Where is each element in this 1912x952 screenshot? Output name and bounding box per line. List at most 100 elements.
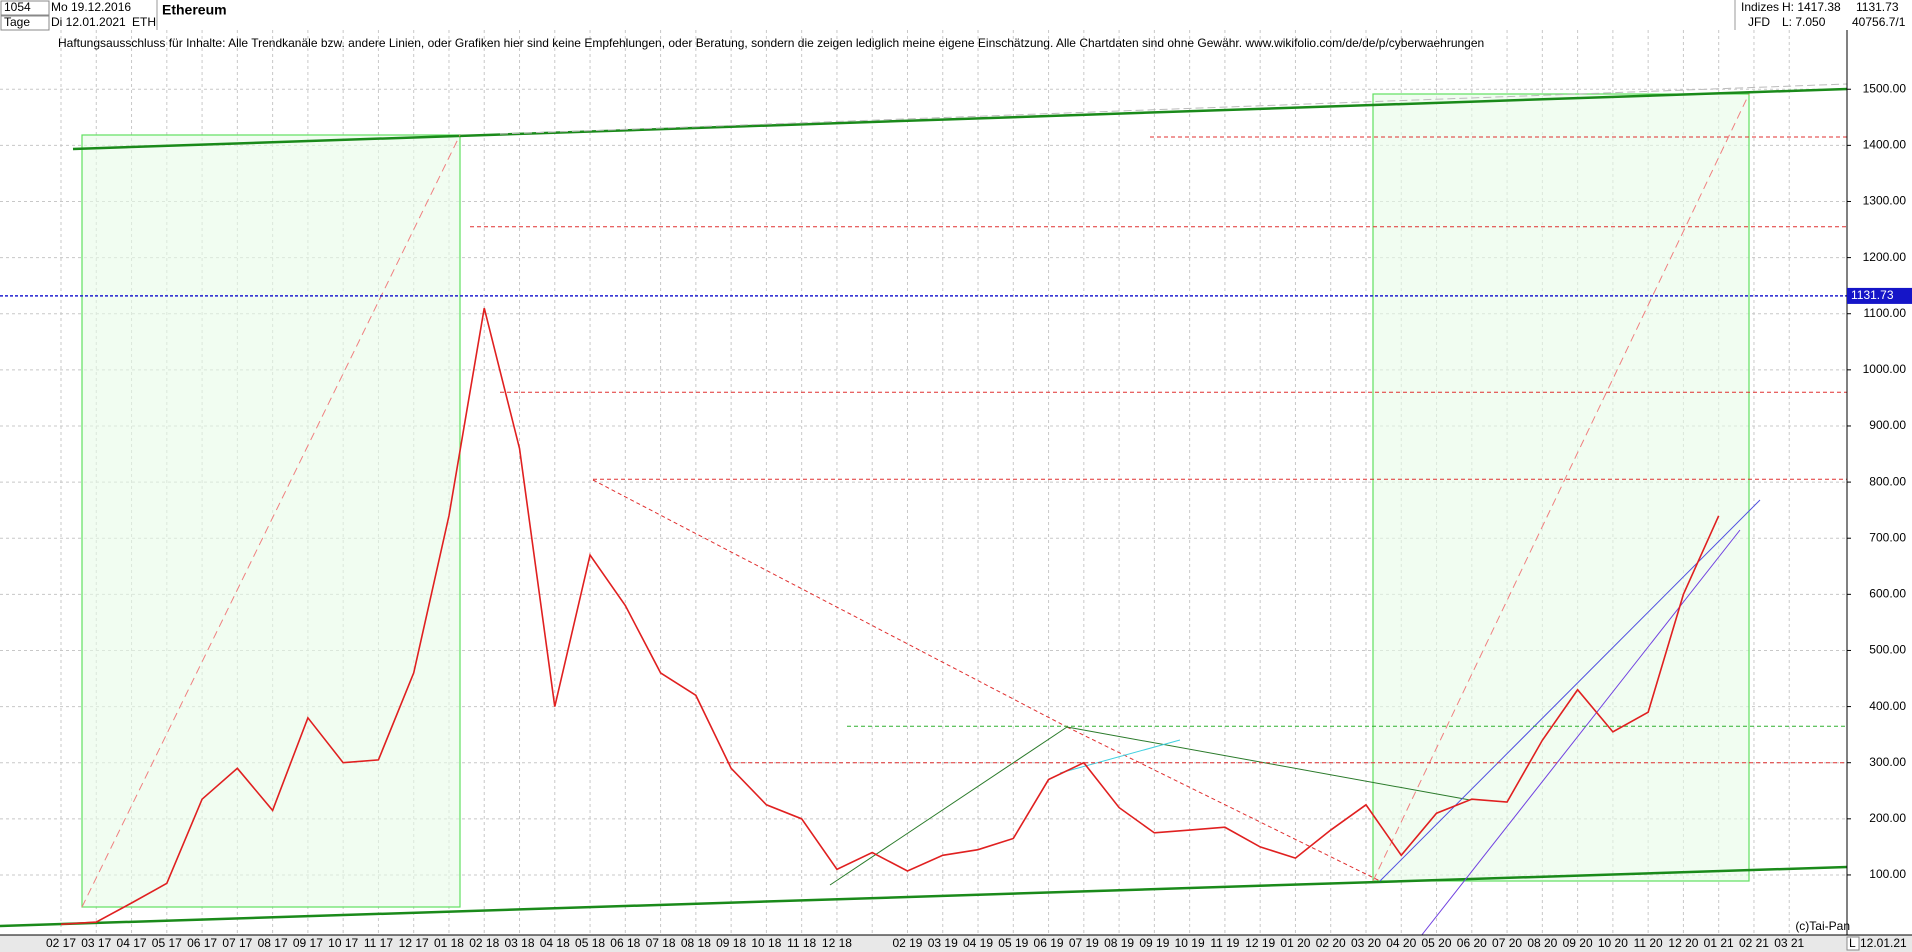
volume: 40756.7/1: [1852, 15, 1906, 29]
x-tick-label: 07 19: [1069, 936, 1099, 950]
x-tick-label: 07 18: [646, 936, 676, 950]
y-tick-label: 900.00: [1869, 418, 1906, 432]
x-tick-label: 10 18: [751, 936, 781, 950]
x-tick-label: 05 20: [1422, 936, 1452, 950]
scale: L: [1849, 936, 1856, 950]
x-tick-label: 01 20: [1280, 936, 1310, 950]
end-date: Di 12.01.2021: [51, 15, 126, 29]
y-tick-label: 1200.00: [1863, 250, 1907, 264]
copyright: (c)Tai-Pan: [1795, 919, 1850, 933]
x-tick-label: 01 18: [434, 936, 464, 950]
y-tick-label: 1100.00: [1864, 306, 1907, 320]
trend-line: [1372, 93, 1750, 882]
x-tick-label: 12 20: [1668, 936, 1698, 950]
y-tick-label: 300.00: [1869, 755, 1906, 769]
x-tick-label: 09 20: [1563, 936, 1593, 950]
x-tick-label: 02 20: [1316, 936, 1346, 950]
x-tick-label: 04 18: [540, 936, 570, 950]
end-date-label: 12.01.21: [1860, 936, 1907, 950]
x-tick-label: 03 18: [504, 936, 534, 950]
dropdown[interactable]: [0, 0, 50, 16]
x-tick-label: 05 19: [998, 936, 1028, 950]
x-tick-label: 11 17: [364, 936, 393, 950]
x-tick-label: 03 19: [928, 936, 958, 950]
x-tick-label: 09 18: [716, 936, 746, 950]
x-tick-label: 08 20: [1527, 936, 1557, 950]
low: L: 7.050: [1782, 15, 1826, 29]
x-tick-label: 02 21: [1739, 936, 1769, 950]
x-tick-label: 10 17: [328, 936, 358, 950]
x-tick-label: 11 18: [787, 936, 816, 950]
trend-line: [1059, 739, 1181, 774]
plot: [0, 136, 1847, 926]
symbol: ETH: [132, 15, 156, 29]
y-tick-label: 1000.00: [1863, 362, 1907, 376]
chart-id: 1054: [4, 0, 31, 14]
x-tick-label: 02 17: [46, 936, 76, 950]
x-tick-label: 01 21: [1704, 936, 1734, 950]
x-tick-label: 07 17: [222, 936, 252, 950]
channel-line: [72, 87, 1848, 151]
y-tick-label: 1300.00: [1863, 194, 1907, 208]
x-tick-label: 03 17: [81, 936, 111, 950]
market: Indizes: [1741, 0, 1779, 14]
x-tick-label: 05 18: [575, 936, 605, 950]
x-tick-label: 06 20: [1457, 936, 1487, 950]
last-price-box: [1847, 287, 1912, 304]
channel-line: [0, 865, 1848, 928]
x-tick-label: 08 19: [1104, 936, 1134, 950]
x-tick-label: 11 19: [1210, 936, 1239, 950]
y-axis-area: [1847, 30, 1912, 935]
scale-button[interactable]: [1846, 936, 1860, 951]
trend-line: [1066, 726, 1471, 801]
x-tick-label: 02 18: [469, 936, 499, 950]
trend-line: [81, 134, 461, 908]
x-tick-label: 07 20: [1492, 936, 1522, 950]
disclaimer: Haftungsausschluss für Inhalte: Alle Tre…: [58, 36, 1484, 50]
header-bar: [0, 0, 1912, 30]
x-tick-label: 08 18: [681, 936, 711, 950]
x-tick-label: 10 20: [1598, 936, 1628, 950]
y-tick-label: 1400.00: [1863, 138, 1907, 152]
broker: JFD: [1748, 15, 1770, 29]
x-tick-label: 06 19: [1034, 936, 1064, 950]
last-price: 1131.73: [1856, 0, 1899, 14]
x-tick-label: 12 17: [399, 936, 429, 950]
x-tick-label: 12 18: [822, 936, 852, 950]
chart-title: Ethereum: [162, 2, 227, 18]
y-tick-label: 1500.00: [1863, 81, 1907, 95]
x-tick-label: 08 17: [258, 936, 288, 950]
x-tick-label: 04 20: [1386, 936, 1416, 950]
y-tick-label: 100.00: [1869, 867, 1906, 881]
x-tick-label: 11 20: [1634, 936, 1663, 950]
y-tick-label: 200.00: [1869, 811, 1906, 825]
x-tick-label: 05 17: [152, 936, 182, 950]
dropdown[interactable]: [0, 15, 50, 31]
x-tick-label: 04 17: [117, 936, 147, 950]
trend-line: [592, 479, 1068, 728]
y-tick-label: 500.00: [1869, 643, 1906, 657]
high: H: 1417.38: [1782, 0, 1841, 14]
trend-line: [1409, 529, 1741, 951]
x-tick-label: 09 17: [293, 936, 323, 950]
trend-line: [829, 726, 1068, 886]
x-tick-label: 03 20: [1351, 936, 1381, 950]
x-tick-label: 10 19: [1175, 936, 1205, 950]
x-tick-label: 09 19: [1139, 936, 1169, 950]
x-tick-label: 02 19: [892, 936, 922, 950]
x-tick-label: 06 18: [610, 936, 640, 950]
trend-line: [1066, 726, 1381, 882]
x-tick-label: 06 17: [187, 936, 217, 950]
x-tick-label: 12 19: [1245, 936, 1275, 950]
y-tick-label: 800.00: [1869, 474, 1906, 488]
x-tick-label: 04 19: [963, 936, 993, 950]
y-tick-label: 700.00: [1869, 530, 1906, 544]
x-axis-area: [0, 935, 1912, 952]
x-tick-label: 03 21: [1774, 936, 1804, 950]
last-price-label: 1131.73: [1851, 288, 1894, 302]
period: Tage: [4, 15, 30, 29]
y-tick-label: 400.00: [1869, 699, 1906, 713]
start-date: Mo 19.12.2016: [51, 0, 131, 14]
trend-line: [499, 83, 1848, 135]
